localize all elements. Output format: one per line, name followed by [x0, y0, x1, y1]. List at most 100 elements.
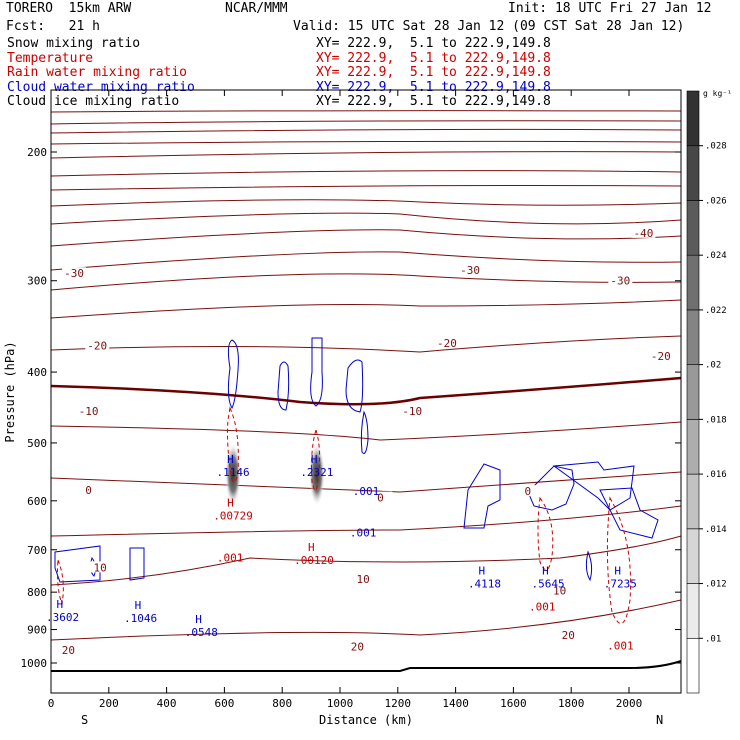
isotherm-label: -20	[87, 340, 107, 353]
isotherm-label-bg	[76, 404, 101, 416]
x-axis-title: Distance (km)	[319, 713, 413, 727]
cloud-water-contour	[360, 410, 369, 454]
colorbar-tick-label: .016	[705, 470, 727, 480]
cloud-water-value: .1146	[217, 466, 250, 479]
isotherm-label-bg	[62, 267, 87, 279]
isotherm-line	[50, 599, 682, 641]
cloud-water-contour	[345, 359, 364, 413]
terrain-fill	[51, 661, 681, 693]
isotherm-label: -40	[634, 227, 654, 240]
colorbar-swatch	[686, 200, 700, 256]
isotherm-label: 10	[356, 573, 369, 586]
rain-contour	[227, 406, 239, 483]
isotherm-line	[50, 251, 682, 271]
isotherm-line	[50, 128, 682, 134]
cloud-water-value: .5645	[532, 578, 565, 591]
x-tick-label: 1400	[442, 697, 469, 710]
colorbar-tick-label: .02	[705, 361, 721, 371]
south-end-label: S	[81, 713, 88, 727]
legend-field-name: Snow mixing ratio	[7, 36, 141, 51]
cloud-water-value: .1046	[124, 612, 157, 625]
isotherm-label: -30	[460, 264, 480, 277]
y-tick-label: 500	[27, 437, 47, 450]
isotherm-label-bg	[76, 484, 101, 496]
cloud-water-contour	[277, 361, 290, 411]
isotherm-label-bg	[458, 263, 483, 275]
rain-contour	[606, 496, 632, 624]
isotherm-label-bg	[608, 274, 633, 286]
x-tick-label: 1800	[558, 697, 585, 710]
cloud-water-contour	[310, 337, 323, 407]
legend-field-name: Rain water mixing ratio	[7, 65, 188, 80]
isotherm-label-bg	[556, 628, 581, 640]
legend-section-coords: XY= 222.9, 5.1 to 222.9,149.8	[316, 65, 551, 80]
model-title: TORERO 15km ARW	[6, 1, 132, 16]
x-tick-label: 600	[214, 697, 234, 710]
isotherm-label: -20	[651, 350, 671, 363]
isotherm-line	[50, 170, 682, 177]
cloud-water-value: .2321	[300, 466, 333, 479]
isotherm-label: -30	[64, 267, 84, 280]
org-title: NCAR/MMM	[225, 1, 288, 16]
x-tick-label: 2000	[616, 697, 643, 710]
x-tick-label: 1600	[500, 697, 527, 710]
isotherm-label-bg	[345, 640, 370, 652]
isotherm-label: 10	[94, 561, 107, 574]
zero-isotherm-line	[50, 376, 682, 406]
init-time: Init: 18 UTC Fri 27 Jan 12	[508, 1, 712, 16]
legend-section-coords: XY= 222.9, 5.1 to 222.9,149.8	[316, 36, 551, 51]
x-tick-label: 1200	[385, 697, 412, 710]
colorbar-tick-label: .024	[705, 251, 727, 261]
cloud-water-contour	[129, 547, 145, 581]
colorbar-unit: g kg⁻¹	[703, 89, 732, 98]
colorbar-tick-label: .012	[705, 580, 727, 590]
rain-value: .001	[607, 640, 634, 653]
y-tick-label: 800	[27, 586, 47, 599]
x-tick-label: 1000	[327, 697, 354, 710]
y-tick-label: 900	[27, 624, 47, 637]
isotherm-label: -10	[402, 405, 422, 418]
colorbar-tick-label: .026	[705, 196, 727, 206]
cloud-water-value: .3602	[46, 611, 79, 624]
legend-section-coords: XY= 222.9, 5.1 to 222.9,149.8	[316, 94, 551, 109]
isotherm-line	[50, 471, 682, 493]
forecast-hour: Fcst: 21 h	[6, 19, 100, 34]
isotherm-line	[50, 335, 682, 353]
isotherm-label: 0	[377, 492, 384, 505]
isotherm-line	[50, 299, 682, 319]
colorbar-tick-label: .018	[705, 415, 727, 425]
colorbar-swatch	[686, 473, 700, 530]
isotherm-line	[50, 151, 682, 159]
isotherm-label-bg	[351, 572, 376, 584]
isotherm-line	[50, 199, 682, 207]
isotherm-label: 0	[85, 484, 92, 497]
snow-max-shading	[308, 442, 325, 507]
cloud-water-max-marker: H	[614, 565, 621, 578]
rain-max-marker: H	[227, 496, 234, 509]
isotherm-label: -20	[437, 337, 457, 350]
isotherm-line	[50, 212, 682, 225]
x-tick-label: 0	[48, 697, 55, 710]
isotherm-line	[50, 120, 682, 125]
rain-contour	[57, 559, 64, 606]
isotherm-label-bg	[648, 349, 673, 361]
rain-value: .00120	[294, 554, 334, 567]
cloud-water-max-marker: H	[135, 599, 142, 612]
colorbar-swatch	[686, 528, 700, 584]
cloud-water-max-marker: H	[57, 598, 64, 611]
isotherm-line	[50, 185, 682, 191]
cloud-water-value: .4118	[468, 578, 501, 591]
x-tick-label: 200	[99, 697, 119, 710]
cloud-water-contour	[527, 465, 575, 511]
colorbar-swatch	[686, 583, 700, 639]
isotherm-label: 20	[562, 629, 575, 642]
colorbar-swatch	[686, 309, 700, 365]
isotherm-label: -30	[610, 275, 630, 288]
isotherm-label-bg	[88, 561, 113, 573]
cloud-water-max-marker: H	[195, 613, 202, 626]
y-tick-label: 300	[27, 275, 47, 288]
rain-value: .001	[217, 552, 244, 565]
colorbar-tick-label: .028	[705, 142, 727, 152]
rain-value: .001	[529, 601, 556, 614]
isotherm-label-bg	[56, 644, 81, 656]
